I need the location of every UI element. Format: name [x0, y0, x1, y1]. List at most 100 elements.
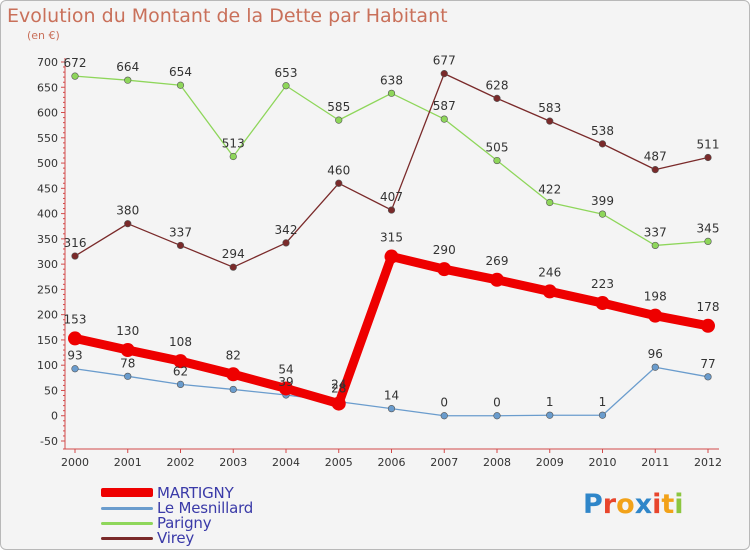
logo-letter: P [583, 489, 603, 520]
legend-item-le-mesnillard: Le Mesnillard [101, 499, 361, 517]
x-tick-label: 2003 [219, 456, 247, 469]
data-point-virey [704, 153, 712, 162]
data-point-parigny [704, 237, 712, 245]
data-label-virey: 380 [116, 204, 139, 218]
data-label-le-mesnillard: 77 [700, 357, 715, 371]
data-label-martigny: 178 [697, 300, 720, 314]
data-label-parigny: 505 [486, 141, 509, 155]
data-point-le-mesnillard [493, 412, 501, 420]
data-point-martigny [384, 249, 399, 264]
data-point-parigny [651, 241, 659, 250]
legend-swatch-parigny [101, 522, 153, 525]
data-point-le-mesnillard [704, 373, 712, 381]
data-point-parigny [71, 72, 79, 80]
data-point-parigny [335, 116, 343, 124]
data-label-martigny: 246 [538, 265, 561, 279]
logo-letter: x [634, 489, 653, 520]
x-tick-label: 2007 [430, 456, 458, 469]
data-point-martigny [595, 296, 610, 311]
data-point-virey [387, 206, 396, 214]
data-label-parigny: 653 [275, 66, 298, 80]
data-label-virey: 460 [327, 163, 350, 177]
data-point-parigny [229, 152, 237, 161]
data-point-le-mesnillard [387, 405, 396, 413]
x-tick-label: 2002 [167, 456, 195, 469]
data-label-martigny: 290 [433, 243, 456, 257]
data-label-martigny: 315 [380, 231, 403, 245]
legend-swatch-virey [101, 537, 153, 540]
x-tick-label: 2006 [378, 456, 406, 469]
data-label-virey: 511 [697, 138, 720, 152]
logo-letter: o [616, 489, 635, 520]
data-label-martigny: 24 [331, 378, 346, 392]
chart-legend: MARTIGNY Le Mesnillard Parigny Virey [101, 484, 361, 547]
y-tick-label: 0 [51, 410, 58, 423]
data-label-parigny: 399 [591, 194, 614, 208]
data-label-parigny: 422 [538, 182, 561, 196]
data-label-virey: 407 [380, 190, 403, 204]
data-point-martigny [120, 343, 135, 358]
chart-title: Evolution du Montant de la Dette par Hab… [7, 5, 448, 27]
y-tick-label: 50 [44, 384, 58, 397]
data-label-parigny: 638 [380, 73, 403, 87]
y-tick-label: -50 [40, 435, 58, 448]
x-tick-label: 2010 [589, 456, 617, 469]
data-label-le-mesnillard: 62 [173, 364, 188, 378]
logo-letter: i [652, 489, 662, 520]
data-point-virey [493, 94, 501, 102]
data-point-martigny [648, 308, 663, 323]
data-label-martigny: 269 [486, 254, 509, 268]
data-label-virey: 538 [591, 124, 614, 138]
data-label-le-mesnillard: 0 [440, 396, 448, 410]
data-point-virey [598, 140, 607, 148]
x-tick-label: 2001 [114, 456, 142, 469]
x-tick-label: 2005 [325, 456, 353, 469]
data-point-virey [546, 117, 554, 125]
data-label-le-mesnillard: 14 [384, 389, 399, 403]
data-point-le-mesnillard [598, 411, 607, 419]
data-point-martigny [701, 318, 715, 333]
data-point-virey [335, 179, 343, 187]
data-label-parigny: 672 [64, 56, 87, 70]
data-point-parigny [282, 82, 290, 90]
data-label-virey: 583 [538, 101, 561, 115]
data-point-virey [71, 252, 79, 260]
data-point-le-mesnillard [440, 412, 448, 420]
y-tick-label: 200 [37, 309, 58, 322]
data-label-parigny: 585 [327, 100, 350, 114]
data-point-virey [124, 220, 132, 228]
data-label-le-mesnillard: 96 [648, 347, 663, 361]
data-label-virey: 487 [644, 150, 667, 164]
legend-item-virey: Virey [101, 529, 361, 547]
data-point-parigny [546, 198, 554, 207]
data-label-martigny: 198 [644, 290, 667, 304]
logo-letter: i [674, 489, 684, 520]
data-point-virey [651, 166, 659, 174]
data-label-le-mesnillard: 0 [493, 396, 501, 410]
x-tick-label: 2009 [536, 456, 564, 469]
data-label-parigny: 654 [169, 65, 192, 79]
y-tick-label: 300 [37, 258, 58, 271]
x-tick-label: 2012 [694, 456, 722, 469]
data-point-martigny [490, 272, 504, 287]
logo-letter: r [602, 489, 617, 520]
legend-item-parigny: Parigny [101, 514, 361, 532]
data-point-parigny [598, 210, 607, 218]
legend-label-le-mesnillard: Le Mesnillard [157, 499, 254, 517]
legend-label-virey: Virey [157, 529, 195, 547]
y-tick-label: 650 [37, 81, 58, 94]
data-label-virey: 677 [433, 54, 456, 68]
y-tick-label: 600 [37, 107, 58, 120]
data-point-le-mesnillard [651, 363, 659, 371]
data-label-parigny: 664 [116, 60, 139, 74]
data-label-virey: 316 [64, 236, 87, 250]
data-point-parigny [176, 81, 185, 89]
y-tick-label: 500 [37, 157, 58, 170]
data-label-parigny: 337 [644, 225, 667, 239]
data-label-virey: 628 [486, 78, 509, 92]
data-label-martigny: 130 [116, 324, 139, 338]
y-tick-label: 550 [37, 132, 58, 145]
data-label-parigny: 345 [697, 221, 720, 235]
x-tick-label: 2011 [641, 456, 669, 469]
